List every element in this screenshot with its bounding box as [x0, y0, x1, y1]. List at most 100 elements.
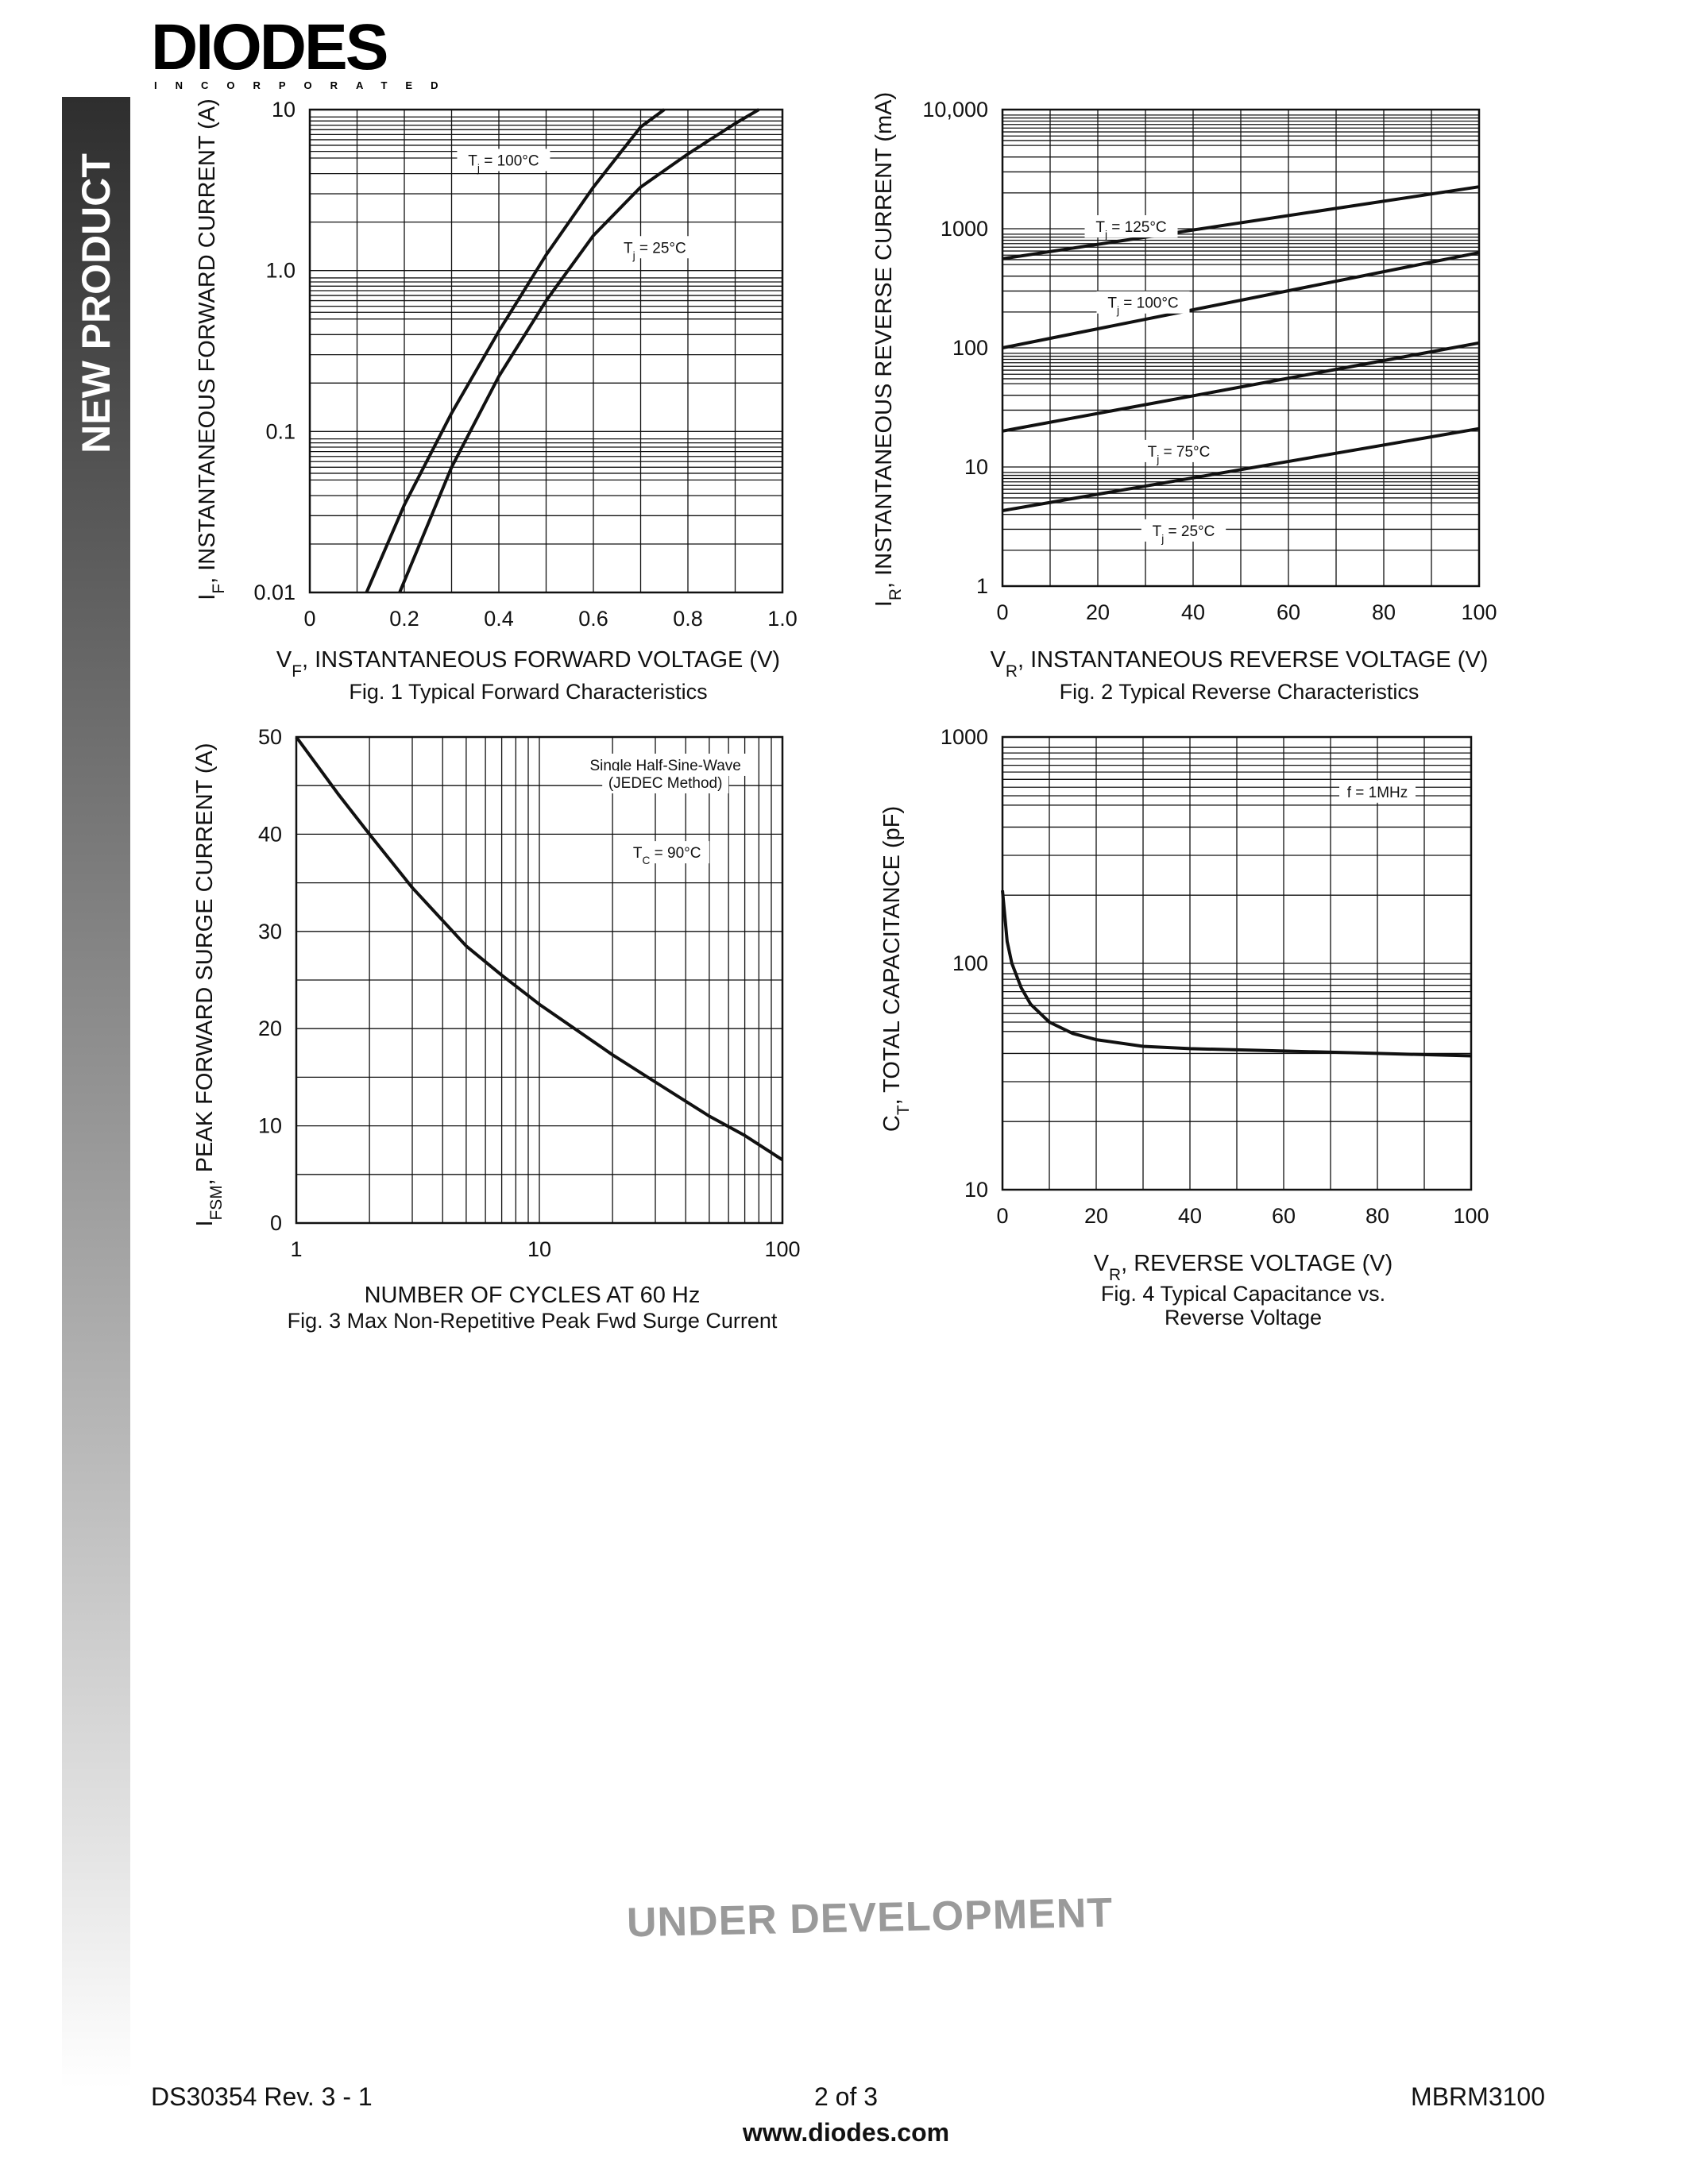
annotation-label: Tj = 25°C	[624, 240, 686, 261]
plot-grid	[1002, 736, 1472, 1190]
logo-text: DIODES	[151, 11, 388, 83]
diodes-logo: DIODES INCORPORATED	[151, 11, 438, 91]
x-tick-label: 0	[996, 600, 1008, 624]
fig2-reverse-characteristics-chart: 0 20 40 60 80 100 1 10 100 1000 10,000 Tj = 125°C Tj…	[871, 92, 1497, 704]
figure-caption: Fig. 4 Typical Capacitance vs.	[1101, 1282, 1385, 1306]
x-tick-label: 0.2	[389, 607, 419, 631]
x-tick-label: 100	[1453, 1204, 1489, 1228]
annotation-label: Tj = 100°C	[468, 152, 539, 174]
x-tick-label: 1.0	[767, 607, 798, 631]
plot-frame	[1001, 735, 1473, 1191]
x-tick-label: 40	[1178, 1204, 1202, 1228]
under-development-watermark: UNDER DEVELOPMENT	[626, 1889, 1114, 1947]
y-tick-label: 30	[258, 920, 282, 943]
plot-grid	[295, 736, 783, 1224]
x-tick-label: 80	[1365, 1204, 1389, 1228]
y-tick-label: 50	[258, 725, 282, 749]
x-tick-label: 20	[1084, 1204, 1108, 1228]
fig1-forward-characteristics-chart: 0 0.2 0.4 0.6 0.8 1.0 0.01 0.1 1.0 10 Tj = 100°C Tj…	[195, 98, 798, 704]
series-line	[1001, 890, 1472, 1058]
y-tick-label: 100	[952, 336, 988, 360]
annotation-background	[1084, 215, 1178, 237]
y-tick-label: 40	[258, 822, 282, 846]
y-tick-label: 1.0	[265, 259, 295, 283]
y-tick-label: 10	[258, 1114, 282, 1138]
x-axis-label: NUMBER OF CYCLES AT 60 Hz	[365, 1283, 701, 1308]
annotation-background	[457, 149, 550, 172]
y-tick-label: 0.01	[253, 581, 295, 604]
x-tick-label: 100	[1461, 600, 1497, 624]
footer-website-link[interactable]: www.diodes.com	[742, 2118, 950, 2147]
series-line	[1002, 251, 1480, 349]
annotation-background	[1339, 780, 1416, 803]
plot-grid	[309, 109, 783, 593]
fig3-surge-current-chart: 1 10 100 0 10 20 30 40 50 Single Half-Sine-Wave(J…	[192, 725, 801, 1333]
x-tick-label: 0	[996, 1204, 1008, 1228]
logo-subtext: INCORPORATED	[154, 79, 457, 91]
annotation-label: TC = 90°C	[633, 845, 701, 866]
x-tick-label: 60	[1277, 600, 1300, 624]
x-tick-label: 0.4	[484, 607, 514, 631]
x-tick-label: 100	[764, 1237, 800, 1261]
x-axis-label: VR, REVERSE VOLTAGE (V)	[1094, 1251, 1393, 1284]
figure-caption: Fig. 3 Max Non-Repetitive Peak Fwd Surge…	[288, 1309, 778, 1333]
y-tick-label: 100	[952, 951, 988, 975]
y-tick-label: 0.1	[265, 419, 295, 443]
series-line	[365, 108, 666, 593]
series-line	[295, 735, 784, 1162]
figure-caption-line2: Reverse Voltage	[1165, 1306, 1322, 1329]
figure-caption: Fig. 2 Typical Reverse Characteristics	[1060, 680, 1420, 704]
y-tick-label: 10	[272, 98, 295, 122]
x-tick-label: 80	[1372, 600, 1396, 624]
y-axis-label: IFSM, PEAK FORWARD SURGE CURRENT (A)	[192, 743, 226, 1226]
annotation-background	[1096, 291, 1190, 314]
figure-caption: Fig. 1 Typical Forward Characteristics	[349, 680, 707, 704]
y-tick-label: 1	[976, 574, 988, 598]
x-tick-label: 0.6	[578, 607, 608, 631]
y-axis-label: CT, TOTAL CAPACITANCE (pF)	[879, 806, 913, 1132]
footer-part-number: MBRM3100	[1411, 2082, 1545, 2111]
annotation-background	[602, 770, 729, 793]
y-tick-label: 0	[270, 1211, 282, 1235]
y-tick-label: 1000	[941, 725, 988, 749]
annotation-label: f = 1MHz	[1347, 785, 1408, 801]
plot-grid	[1002, 109, 1480, 587]
y-tick-label: 10	[964, 455, 988, 479]
new-product-banner: NEW PRODUCT	[62, 97, 130, 2089]
annotation-background	[1136, 439, 1222, 462]
annotation-label: Tj = 100°C	[1107, 295, 1178, 317]
x-tick-label: 0	[303, 607, 315, 631]
annotation-background	[612, 236, 697, 259]
y-tick-label: 10	[964, 1178, 988, 1202]
annotation-label: (JEDEC Method)	[608, 775, 723, 792]
y-tick-label: 1000	[941, 217, 988, 241]
annotation-background	[1141, 519, 1226, 542]
x-tick-label: 0.8	[673, 607, 703, 631]
x-axis-label: VF, INSTANTANEOUS FORWARD VOLTAGE (V)	[276, 647, 780, 681]
annotation-label: Tj = 25°C	[1153, 523, 1215, 545]
x-tick-label: 1	[290, 1237, 302, 1261]
footer-doc-number: DS30354 Rev. 3 - 1	[151, 2082, 373, 2111]
series-line	[1002, 341, 1480, 433]
y-tick-label: 20	[258, 1017, 282, 1040]
annotation-label: Tj = 125°C	[1095, 219, 1166, 241]
plot-frame	[308, 108, 784, 594]
annotation-background	[624, 841, 709, 864]
fig4-capacitance-chart: 0 20 40 60 80 100 10 100 1000 f = 1MHz VR, REVERSE…	[879, 725, 1489, 1329]
x-tick-label: 40	[1181, 600, 1205, 624]
y-axis-label: IR, INSTANTANEOUS REVERSE CURRENT (mA)	[871, 92, 905, 607]
annotation-label: Single Half-Sine-Wave	[589, 758, 740, 774]
annotation-label: Tj = 75°C	[1148, 444, 1211, 465]
plot-frame	[295, 735, 784, 1225]
y-tick-label: 10,000	[922, 98, 988, 122]
y-axis-label: IF, INSTANTANEOUS FORWARD CURRENT (A)	[195, 98, 228, 600]
banner-label: NEW PRODUCT	[74, 153, 118, 453]
x-tick-label: 20	[1086, 600, 1110, 624]
x-tick-label: 10	[527, 1237, 551, 1261]
x-axis-label: VR, INSTANTANEOUS REVERSE VOLTAGE (V)	[991, 647, 1489, 681]
x-tick-label: 60	[1272, 1204, 1296, 1228]
series-line	[398, 108, 760, 593]
footer-page-number: 2 of 3	[813, 2082, 879, 2111]
series-line	[1002, 185, 1480, 260]
series-line	[1002, 426, 1480, 512]
